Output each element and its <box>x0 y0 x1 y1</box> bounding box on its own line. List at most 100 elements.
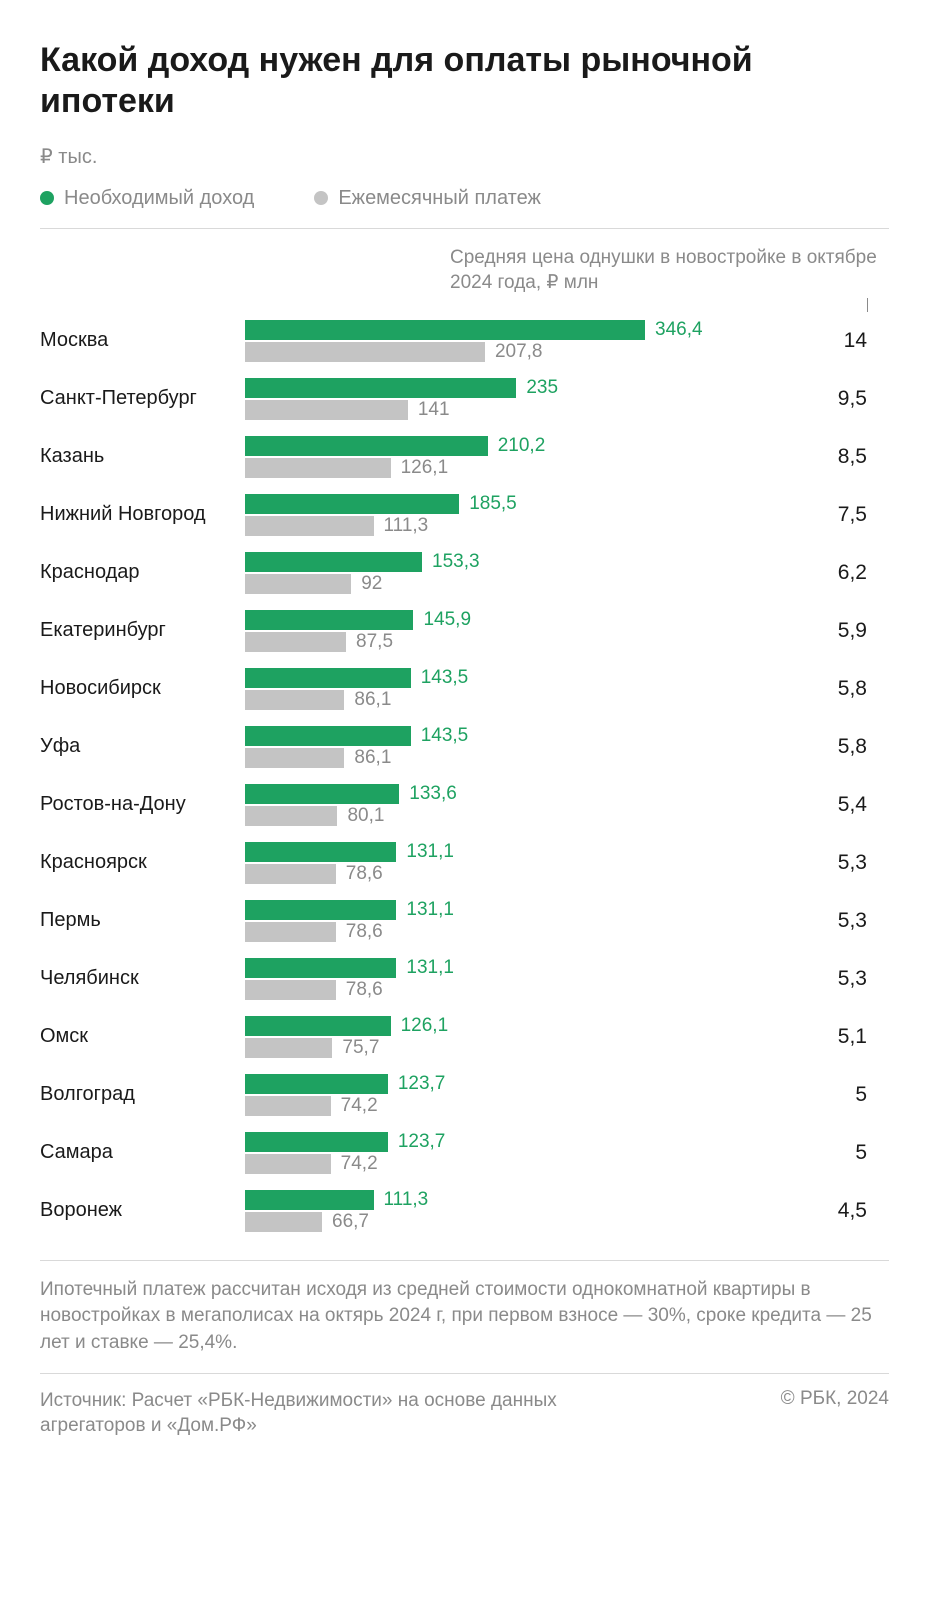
payment-bar-wrap: 80,1 <box>245 806 775 826</box>
price-column-header: Средняя цена однушки в новостройке в окт… <box>450 229 890 302</box>
income-bar <box>245 552 422 572</box>
income-bar <box>245 668 411 688</box>
chart-subtitle: ₽ тыс. <box>40 144 889 169</box>
payment-bar-wrap: 92 <box>245 574 775 594</box>
payment-bar <box>245 1038 332 1058</box>
income-bar-wrap: 123,7 <box>245 1074 775 1094</box>
income-bar <box>245 610 413 630</box>
payment-bar <box>245 342 485 362</box>
payment-bar <box>245 806 337 826</box>
price-value: 5,8 <box>775 735 875 759</box>
table-row: Челябинск131,178,65,3 <box>40 950 889 1008</box>
bar-group: 143,586,1 <box>245 724 775 770</box>
income-bar-wrap: 131,1 <box>245 900 775 920</box>
city-label: Самара <box>40 1141 245 1164</box>
payment-value: 126,1 <box>401 457 449 479</box>
payment-value: 66,7 <box>332 1211 369 1233</box>
bar-group: 126,175,7 <box>245 1014 775 1060</box>
payment-bar-wrap: 74,2 <box>245 1096 775 1116</box>
payment-bar-wrap: 78,6 <box>245 980 775 1000</box>
payment-value: 78,6 <box>346 863 383 885</box>
legend-item-income: Необходимый доход <box>40 187 254 210</box>
payment-bar <box>245 1096 331 1116</box>
bar-group: 235141 <box>245 376 775 422</box>
column-header-tick <box>867 298 868 312</box>
income-bar <box>245 1074 388 1094</box>
income-value: 143,5 <box>421 725 469 747</box>
income-value: 235 <box>526 377 558 399</box>
payment-bar-wrap: 87,5 <box>245 632 775 652</box>
table-row: Воронеж111,366,74,5 <box>40 1182 889 1240</box>
payment-bar <box>245 516 374 536</box>
bar-group: 123,774,2 <box>245 1130 775 1176</box>
payment-bar <box>245 458 391 478</box>
price-value: 6,2 <box>775 561 875 585</box>
income-bar-wrap: 131,1 <box>245 958 775 978</box>
city-label: Волгоград <box>40 1083 245 1106</box>
income-value: 123,7 <box>398 1073 446 1095</box>
payment-bar-wrap: 207,8 <box>245 342 775 362</box>
income-bar-wrap: 346,4 <box>245 320 775 340</box>
bar-group: 111,366,7 <box>245 1188 775 1234</box>
bar-group: 153,392 <box>245 550 775 596</box>
income-bar <box>245 726 411 746</box>
table-row: Санкт-Петербург2351419,5 <box>40 370 889 428</box>
income-bar-wrap: 111,3 <box>245 1190 775 1210</box>
table-row: Москва346,4207,814 <box>40 312 889 370</box>
income-value: 131,1 <box>406 841 454 863</box>
payment-bar <box>245 574 351 594</box>
income-value: 126,1 <box>401 1015 449 1037</box>
table-row: Екатеринбург145,987,55,9 <box>40 602 889 660</box>
payment-bar <box>245 400 408 420</box>
income-bar <box>245 842 396 862</box>
payment-bar-wrap: 78,6 <box>245 922 775 942</box>
payment-bar-wrap: 141 <box>245 400 775 420</box>
payment-bar-wrap: 86,1 <box>245 748 775 768</box>
income-value: 145,9 <box>423 609 471 631</box>
city-label: Москва <box>40 329 245 352</box>
bar-group: 131,178,6 <box>245 898 775 944</box>
bar-group: 145,9 87,5 <box>245 608 775 654</box>
income-bar-wrap: 131,1 <box>245 842 775 862</box>
income-bar <box>245 378 516 398</box>
table-row: Новосибирск143,586,15,8 <box>40 660 889 718</box>
payment-bar-wrap: 78,6 <box>245 864 775 884</box>
city-label: Новосибирск <box>40 677 245 700</box>
table-row: Пермь131,178,65,3 <box>40 892 889 950</box>
city-label: Екатеринбург <box>40 619 245 642</box>
chart-title: Какой доход нужен для оплаты рыночной ип… <box>40 40 889 122</box>
legend-label-income: Необходимый доход <box>64 187 254 210</box>
payment-bar-wrap: 66,7 <box>245 1212 775 1232</box>
bar-group: 346,4207,8 <box>245 318 775 364</box>
price-value: 5,4 <box>775 793 875 817</box>
bar-group: 131,1 78,6 <box>245 840 775 886</box>
city-label: Воронеж <box>40 1199 245 1222</box>
chart-rows: Москва346,4207,814Санкт-Петербург2351419… <box>40 312 889 1240</box>
payment-bar <box>245 922 336 942</box>
payment-bar <box>245 980 336 1000</box>
income-bar <box>245 494 459 514</box>
city-label: Пермь <box>40 909 245 932</box>
income-bar <box>245 1016 391 1036</box>
price-value: 4,5 <box>775 1199 875 1223</box>
income-bar <box>245 320 645 340</box>
income-bar-wrap: 185,5 <box>245 494 775 514</box>
city-label: Ростов-на-Дону <box>40 793 245 816</box>
table-row: Ростов-на-Дону133,680,15,4 <box>40 776 889 834</box>
table-row: Волгоград123,774,25 <box>40 1066 889 1124</box>
income-value: 131,1 <box>406 957 454 979</box>
income-value: 143,5 <box>421 667 469 689</box>
table-row: Уфа143,586,15,8 <box>40 718 889 776</box>
income-value: 210,2 <box>498 435 546 457</box>
city-label: Красноярск <box>40 851 245 874</box>
price-value: 5 <box>775 1141 875 1165</box>
payment-bar-wrap: 126,1 <box>245 458 775 478</box>
city-label: Нижний Новгород <box>40 503 245 526</box>
price-column-header-text: Средняя цена однушки в новостройке в окт… <box>450 247 877 294</box>
payment-value: 74,2 <box>341 1153 378 1175</box>
table-row: Нижний Новгород185,5111,37,5 <box>40 486 889 544</box>
payment-value: 87,5 <box>356 631 393 653</box>
table-row: Краснодар153,3926,2 <box>40 544 889 602</box>
income-value: 153,3 <box>432 551 480 573</box>
payment-bar-wrap: 86,1 <box>245 690 775 710</box>
